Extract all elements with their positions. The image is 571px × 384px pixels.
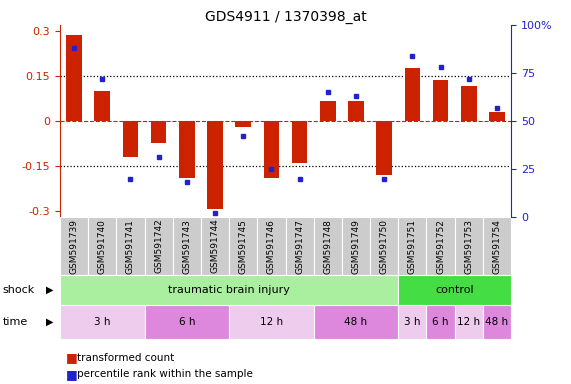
Bar bbox=[313, 217, 342, 275]
Text: transformed count: transformed count bbox=[77, 353, 174, 363]
Text: GSM591742: GSM591742 bbox=[154, 219, 163, 273]
Bar bbox=[376, 121, 392, 175]
Bar bbox=[292, 121, 307, 163]
Text: GSM591751: GSM591751 bbox=[408, 219, 417, 274]
Bar bbox=[427, 305, 455, 339]
Bar bbox=[286, 217, 313, 275]
Bar bbox=[399, 275, 511, 305]
Bar bbox=[88, 217, 116, 275]
Text: 12 h: 12 h bbox=[260, 317, 283, 327]
Bar bbox=[342, 217, 370, 275]
Text: 48 h: 48 h bbox=[485, 317, 509, 327]
Text: GSM591754: GSM591754 bbox=[492, 219, 501, 273]
Bar bbox=[320, 101, 336, 121]
Text: control: control bbox=[435, 285, 474, 295]
Bar bbox=[66, 35, 82, 121]
Text: ■: ■ bbox=[66, 368, 78, 381]
Text: GSM591747: GSM591747 bbox=[295, 219, 304, 273]
Text: GSM591749: GSM591749 bbox=[352, 219, 360, 273]
Text: 6 h: 6 h bbox=[432, 317, 449, 327]
Text: 6 h: 6 h bbox=[179, 317, 195, 327]
Bar bbox=[201, 217, 229, 275]
Text: time: time bbox=[3, 317, 28, 327]
Text: GSM591746: GSM591746 bbox=[267, 219, 276, 273]
Text: GSM591752: GSM591752 bbox=[436, 219, 445, 273]
Bar bbox=[229, 305, 313, 339]
Bar bbox=[60, 305, 144, 339]
Bar bbox=[455, 217, 483, 275]
Text: GSM591743: GSM591743 bbox=[182, 219, 191, 273]
Bar bbox=[229, 217, 258, 275]
Text: GSM591745: GSM591745 bbox=[239, 219, 248, 273]
Bar bbox=[461, 86, 477, 121]
Text: GSM591750: GSM591750 bbox=[380, 219, 389, 274]
Bar bbox=[483, 217, 511, 275]
Bar bbox=[123, 121, 138, 157]
Text: percentile rank within the sample: percentile rank within the sample bbox=[77, 369, 253, 379]
Bar bbox=[235, 121, 251, 127]
Bar bbox=[151, 121, 166, 144]
Bar bbox=[94, 91, 110, 121]
Bar bbox=[60, 217, 88, 275]
Text: GSM591741: GSM591741 bbox=[126, 219, 135, 273]
Bar bbox=[60, 275, 399, 305]
Bar bbox=[258, 217, 286, 275]
Text: GSM591748: GSM591748 bbox=[323, 219, 332, 273]
Bar bbox=[455, 305, 483, 339]
Bar bbox=[370, 217, 399, 275]
Text: 3 h: 3 h bbox=[94, 317, 111, 327]
Bar bbox=[433, 81, 448, 121]
Text: GSM591744: GSM591744 bbox=[211, 219, 219, 273]
Bar bbox=[405, 68, 420, 121]
Bar bbox=[144, 217, 173, 275]
Bar bbox=[399, 217, 427, 275]
Text: shock: shock bbox=[3, 285, 35, 295]
Bar bbox=[116, 217, 144, 275]
Text: traumatic brain injury: traumatic brain injury bbox=[168, 285, 290, 295]
Bar bbox=[348, 101, 364, 121]
Bar bbox=[313, 305, 399, 339]
Bar bbox=[489, 112, 505, 121]
Text: GSM591740: GSM591740 bbox=[98, 219, 107, 273]
Text: GSM591739: GSM591739 bbox=[70, 219, 79, 274]
Text: 12 h: 12 h bbox=[457, 317, 480, 327]
Text: 3 h: 3 h bbox=[404, 317, 421, 327]
Bar bbox=[179, 121, 195, 178]
Bar bbox=[427, 217, 455, 275]
Text: ▶: ▶ bbox=[46, 285, 54, 295]
Text: 48 h: 48 h bbox=[344, 317, 368, 327]
Text: GSM591753: GSM591753 bbox=[464, 219, 473, 274]
Bar bbox=[483, 305, 511, 339]
Bar bbox=[264, 121, 279, 178]
Bar bbox=[173, 217, 201, 275]
Text: ▶: ▶ bbox=[46, 317, 54, 327]
Text: GDS4911 / 1370398_at: GDS4911 / 1370398_at bbox=[204, 10, 367, 23]
Text: ■: ■ bbox=[66, 351, 78, 364]
Bar bbox=[399, 305, 427, 339]
Bar bbox=[144, 305, 229, 339]
Bar bbox=[207, 121, 223, 209]
